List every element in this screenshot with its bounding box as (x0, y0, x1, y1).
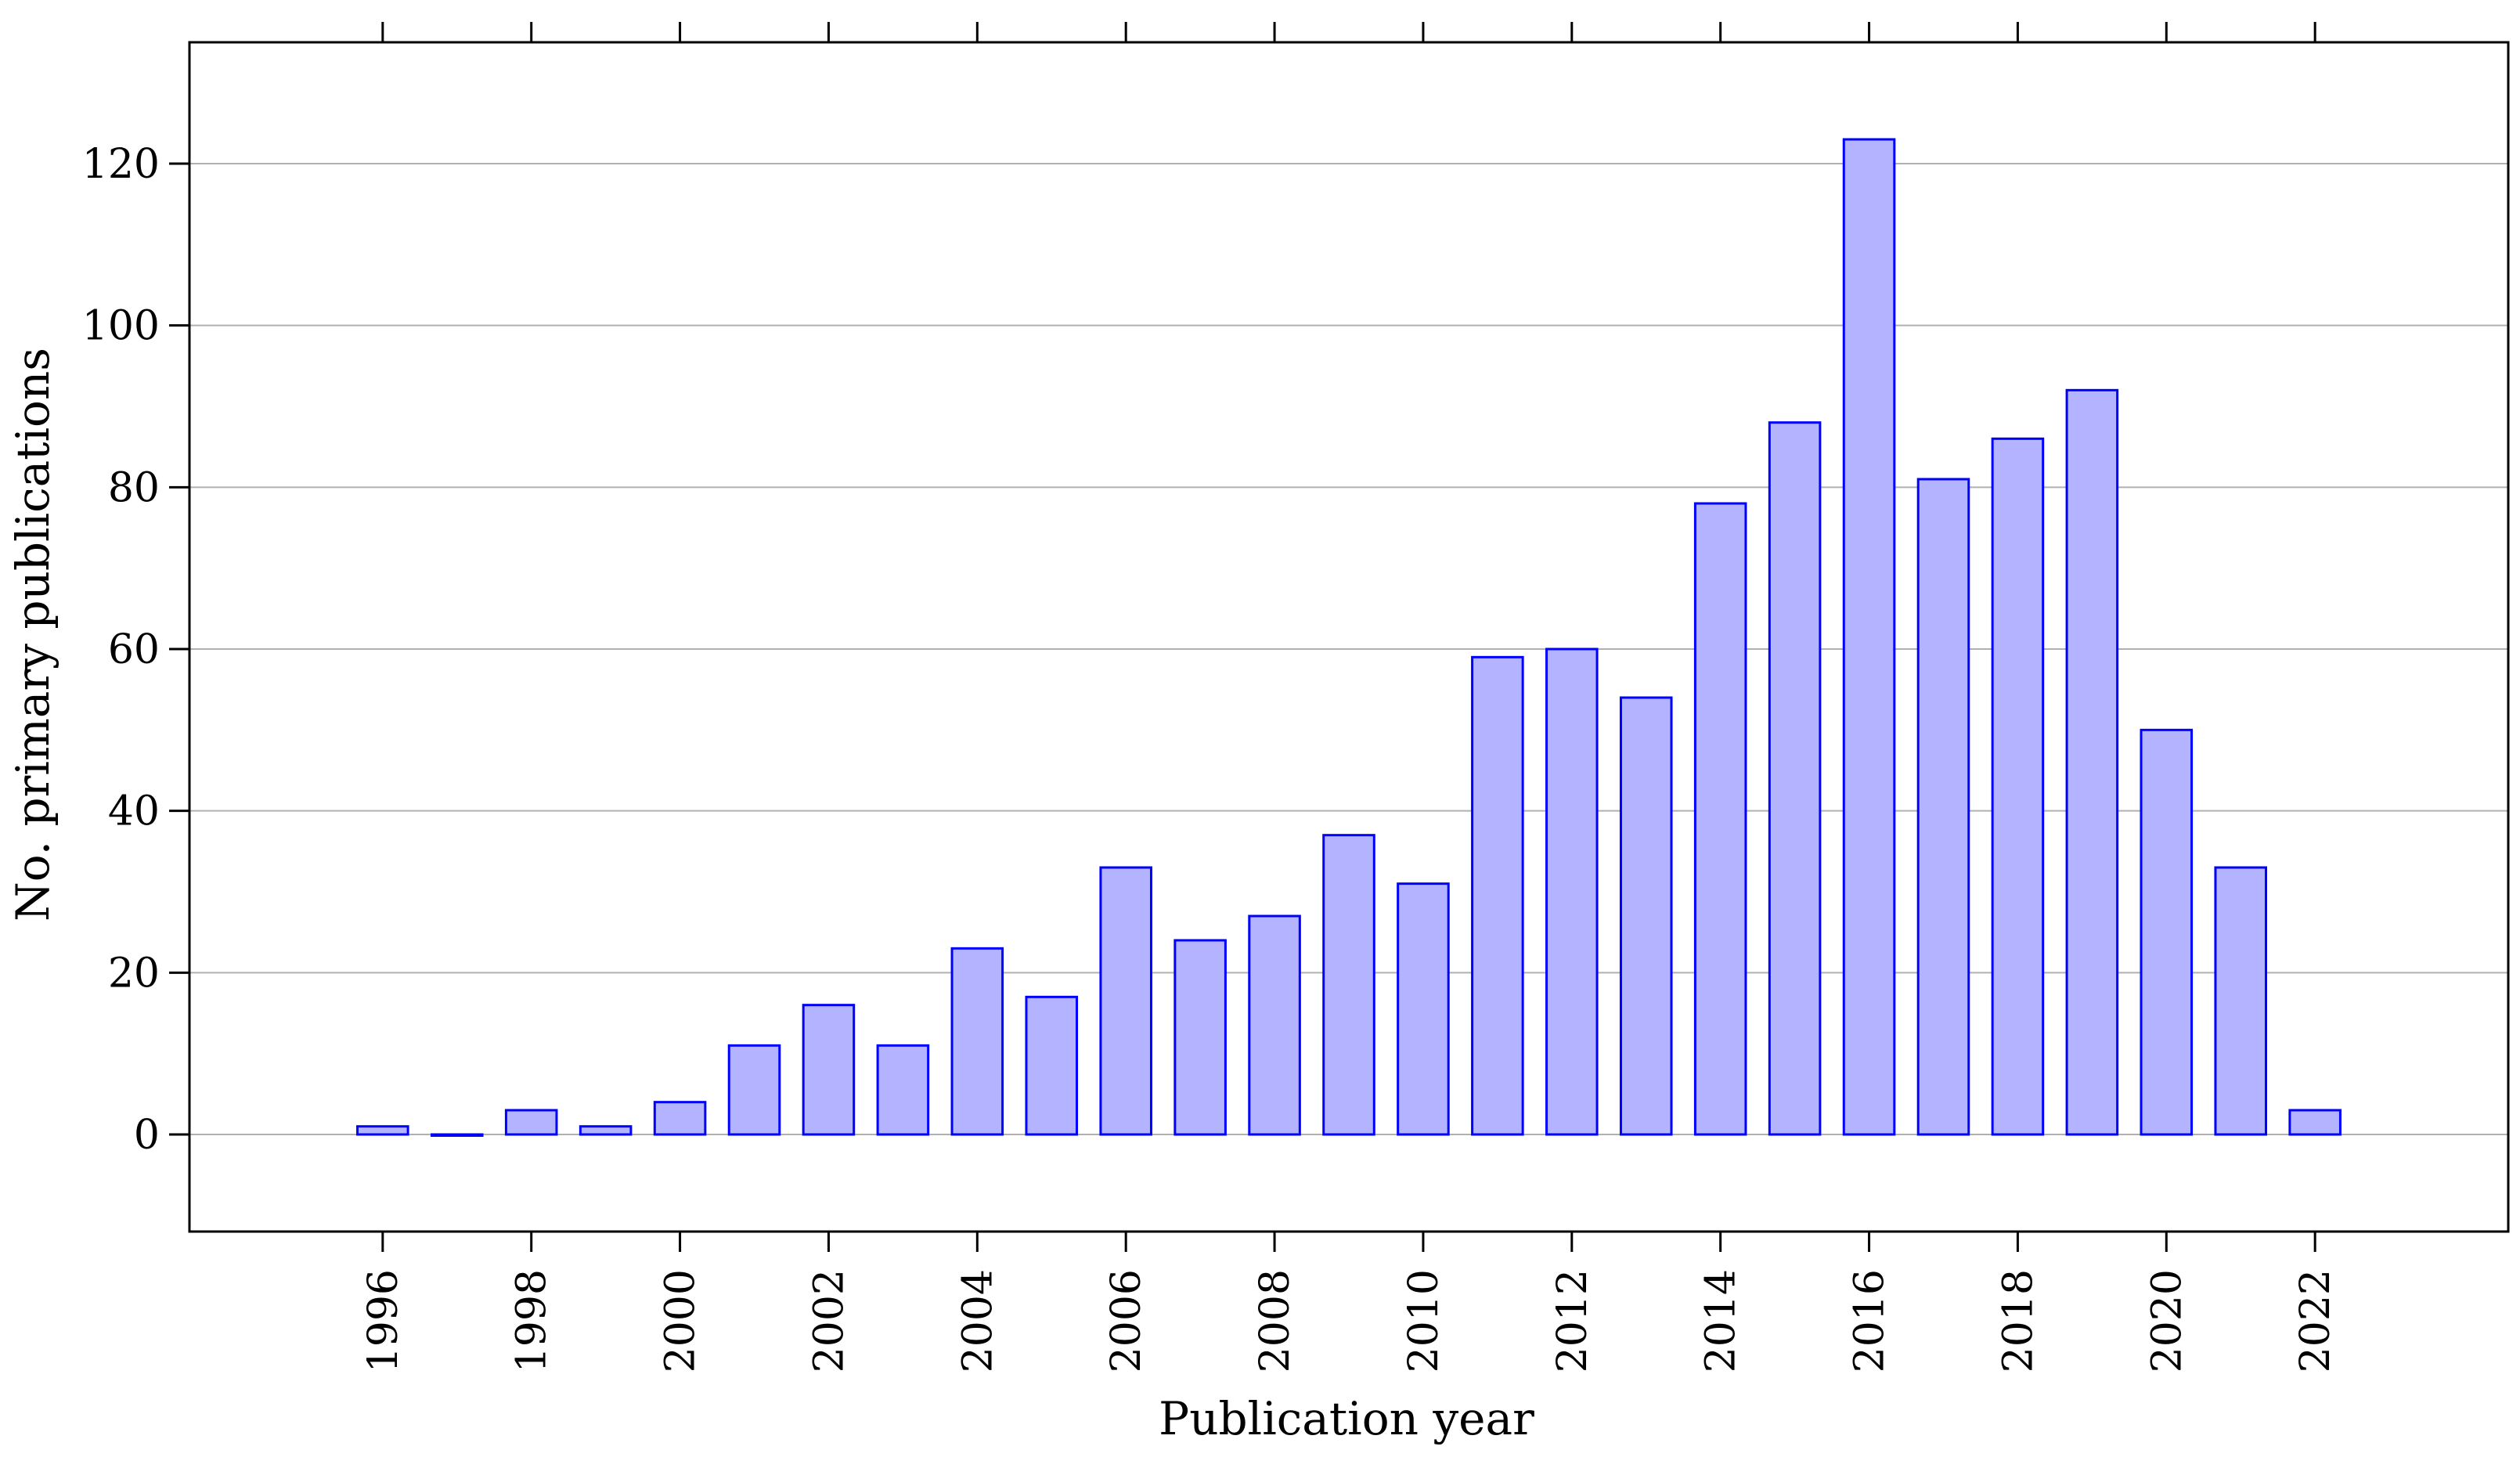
x-tick-label: 2002 (806, 1269, 853, 1372)
bar-2000 (653, 1101, 707, 1136)
x-tick-label: 2004 (954, 1269, 1001, 1372)
bar-2015 (1768, 421, 1822, 1136)
bar-2019 (2065, 388, 2119, 1136)
bar-2003 (876, 1044, 930, 1136)
bar-2006 (1099, 866, 1152, 1136)
bar-2007 (1173, 939, 1227, 1136)
bar-2005 (1025, 995, 1079, 1136)
y-axis-title: No. primary publications (6, 348, 59, 922)
x-tick-label: 2010 (1401, 1269, 1447, 1372)
bar-2009 (1322, 834, 1375, 1136)
bar-2010 (1397, 882, 1450, 1136)
x-tick-label: 2012 (1549, 1269, 1596, 1372)
x-tick-label: 2016 (1847, 1269, 1894, 1372)
bar-2002 (802, 1004, 856, 1136)
x-tick-label: 2000 (658, 1269, 705, 1372)
bar-2018 (1991, 437, 2045, 1136)
label-layer: Publication year No. primary publication… (6, 141, 2339, 1445)
bar-1997 (430, 1133, 484, 1137)
bar-2012 (1545, 647, 1599, 1136)
tick-layer (169, 22, 2316, 1252)
x-tick-label: 2014 (1698, 1269, 1745, 1372)
y-tick-label: 80 (108, 464, 160, 511)
bar-1999 (579, 1125, 633, 1136)
bar-2001 (727, 1044, 781, 1136)
y-tick-label: 40 (108, 788, 160, 835)
bar-2016 (1842, 138, 1896, 1136)
y-tick-label: 100 (82, 303, 160, 350)
bar-1996 (356, 1125, 409, 1136)
x-tick-label: 2006 (1103, 1269, 1150, 1372)
y-tick-label: 60 (108, 626, 160, 673)
x-tick-label: 1996 (360, 1269, 407, 1372)
bar-layer (356, 138, 2342, 1137)
x-tick-label: 2018 (1995, 1269, 2042, 1372)
x-tick-label: 2008 (1252, 1269, 1299, 1372)
x-tick-label: 2022 (2292, 1269, 2339, 1372)
x-axis-title: Publication year (1159, 1392, 1534, 1445)
x-tick-label: 2020 (2143, 1269, 2190, 1372)
bar-2022 (2288, 1109, 2342, 1136)
bar-2011 (1471, 655, 1524, 1136)
y-tick-label: 20 (108, 950, 160, 997)
bar-1998 (504, 1109, 558, 1136)
bar-2020 (2140, 728, 2194, 1136)
y-tick-label: 0 (134, 1112, 160, 1159)
bar-2004 (950, 947, 1004, 1136)
bar-2021 (2214, 866, 2268, 1136)
grid-layer (189, 163, 2508, 1135)
bar-2013 (1619, 696, 1673, 1136)
bar-2017 (1916, 478, 1970, 1136)
plot-frame (188, 41, 2510, 1233)
bar-2008 (1248, 914, 1301, 1136)
y-tick-label: 120 (82, 141, 160, 188)
bar-2014 (1693, 502, 1747, 1136)
x-tick-label: 1998 (509, 1269, 556, 1372)
